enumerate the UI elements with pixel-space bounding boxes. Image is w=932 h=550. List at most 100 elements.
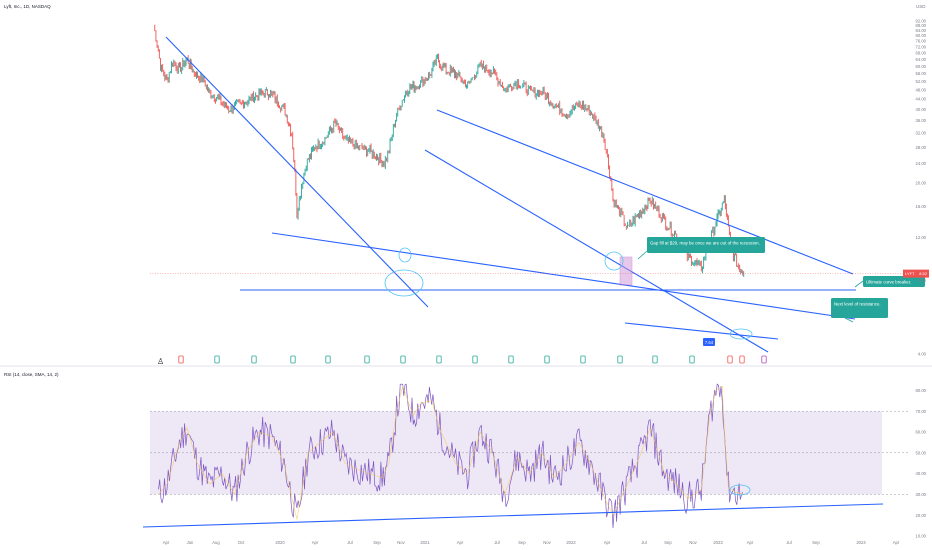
price-tick-label: 60.00 [916,64,927,69]
event-marker [617,355,623,364]
channel-upper-line [436,109,854,275]
annotation-pointer-gap [637,250,648,260]
price-tick-label: 64.00 [916,57,927,62]
x-tick-label: Oct [238,540,245,545]
price-badge-box [903,269,929,278]
event-marker [652,355,658,364]
price-badge-value: 8.52 [919,271,928,276]
rsi-tick-label: 70.00 [916,409,927,414]
x-tick-label: Jul [347,540,352,545]
x-tick-label: Apr [163,540,170,545]
trendline-curve-breaker [271,232,856,320]
highlight-circle-1 [398,247,412,263]
x-tick-label: Nov [543,540,551,545]
price-tick-label: 36.00 [916,118,927,123]
x-tick-label: Jul [494,540,499,545]
price-tick-label: 48.00 [916,87,927,92]
background-layer [0,365,932,495]
x-tick-label: Jul [641,540,646,545]
x-tick-label: 2021 [420,540,430,545]
x-tick-label: Jul [786,540,791,545]
annotation-text-ultimate: Ultimate curve breaker. [866,279,911,284]
x-tick-label: Apr [312,540,319,545]
currency-label: USD [916,4,926,9]
annotation-pointer-ultimate [854,280,864,288]
x-tick-label: Aug [212,540,220,545]
event-marker [508,355,514,364]
price-tick-label: 92.00 [916,18,927,23]
rsi-tick-label: 30.00 [916,492,927,497]
event-marker [325,355,331,364]
dividend-icon: ♙ [157,357,164,366]
price-tick-label: 16.00 [916,204,927,209]
x-tick-label: Apr [747,540,754,545]
price-tick-label: 84.00 [916,28,927,33]
price-tick-label: 88.00 [916,23,927,28]
rsi-tick-label: 50.00 [916,450,927,455]
event-marker [400,355,406,364]
event-marker [727,355,733,364]
price-tick-label: 20.00 [916,181,927,186]
x-tick-label: Apr [604,540,611,545]
event-marker [544,355,550,364]
price-tick-label: 8.00 [918,278,927,283]
event-marker [472,355,478,364]
low-badge-text: 7.64 [705,340,714,345]
x-tick-label: Sep [518,540,526,545]
highlight-circle-3 [604,251,624,271]
price-tick-label: 28.00 [916,145,927,150]
x-tick-label: Apr [457,540,464,545]
annotation-pointer-next [844,317,854,323]
event-marker [739,355,745,364]
event-marker [290,355,296,364]
rsi-title: RSI (14, close, SMA, 14, 2) [4,372,59,377]
drawings-layer: Gap fill at $29, may be once we are out … [142,36,925,528]
gap-fill-box [619,256,633,286]
rsi-tick-label: 80.00 [916,388,927,393]
x-tick-label: Nov [689,540,697,545]
price-series [154,24,745,277]
price-badge-ticker: LYFT [905,271,915,276]
annotation-box-ultimate [863,276,925,287]
x-tick-label: Sep [373,540,381,545]
rsi-series [158,383,744,529]
annotation-box-next [831,298,888,318]
rsi-tick-label: 10.00 [916,534,927,539]
highlight-circle-rsi [729,484,751,496]
x-tick-label: 2023 [713,540,723,545]
trendline-descending-1 [165,36,429,308]
x-tick-label: Sep [664,540,672,545]
price-tick-label: 76.00 [916,39,927,44]
x-tick-label: 2022 [566,540,576,545]
axes-layer: 4.00 8.00 12.00 16.00 20.00 24.00 28.00 32.00 36… [150,18,929,545]
rsi-tick-label: 60.00 [916,430,927,435]
rsi-tick-label: 40.00 [916,471,927,476]
annotation-box-gap [647,237,765,253]
price-tick-label: 40.00 [916,107,927,112]
channel-lower-line [424,149,769,353]
price-tick-label: 52.00 [916,79,927,84]
event-marker [689,355,695,364]
highlight-circle-4 [729,328,753,340]
price-tick-label: 56.00 [916,71,927,76]
event-marker [580,355,586,364]
price-tick-label: 80.00 [916,33,927,38]
price-tick-label: 72.00 [916,44,927,49]
x-tick-label: Nov [397,540,405,545]
rsi-tick-label: 20.00 [916,513,927,518]
price-tick-label: 24.00 [916,161,927,166]
x-tick-label: Apr [893,540,900,545]
price-tick-label: 44.00 [916,97,927,102]
annotation-text-gap: Gap fill at $29, may be once we are out … [650,240,760,245]
x-tick-label: Sep [812,540,820,545]
x-tick-label: Jun [187,540,194,545]
highlight-circle-2 [384,269,424,297]
chart-title: Lyft, Inc., 1D, NASDAQ [4,4,51,9]
event-marker [436,355,442,364]
channel-bottom-line [624,322,779,340]
x-tick-label: 2024 [856,540,866,545]
rsi-ma-line [158,385,744,520]
rsi-support-trendline [142,503,884,528]
event-marker [364,355,370,364]
